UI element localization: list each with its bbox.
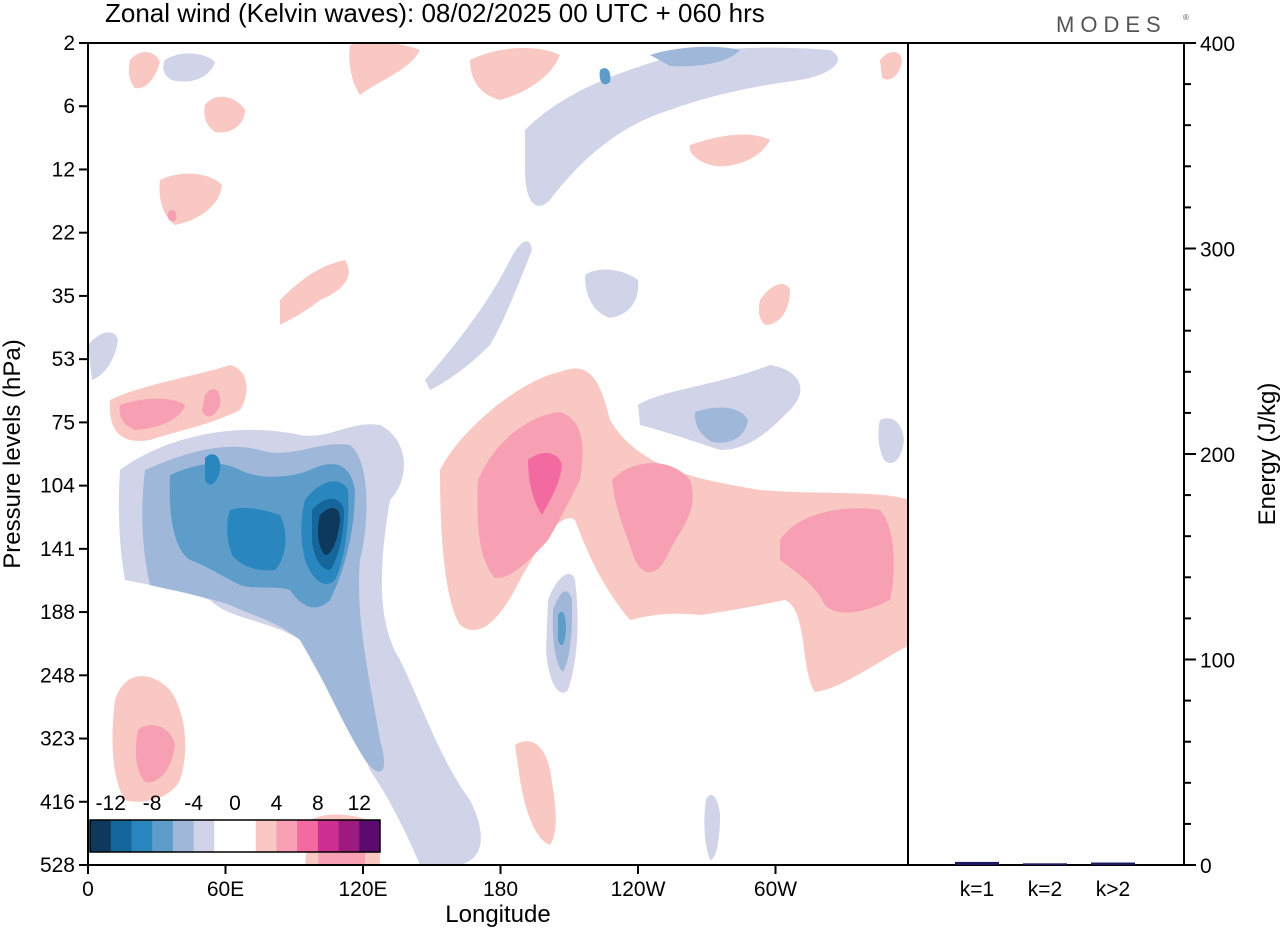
energy-axis-label: Energy (J/kg): [1254, 383, 1280, 526]
colorbar-swatch: [152, 820, 174, 852]
energy-tick-label: 0: [1200, 855, 1212, 878]
energy-category-label: k>2: [1096, 878, 1130, 901]
x-tick-label: 60W: [754, 878, 797, 901]
energy-axis: 0 100 200 300 400: [1184, 33, 1235, 878]
energy-tick-label: 100: [1200, 650, 1235, 673]
x-tick-label: 180: [483, 878, 518, 901]
energy-tick-label: 200: [1200, 444, 1235, 467]
y-tick-label: 416: [40, 791, 75, 814]
energy-panel-frame: [907, 42, 1185, 866]
y-tick-label: 53: [52, 348, 75, 371]
energy-tick-label: 300: [1200, 239, 1235, 262]
y-tick-label: 141: [40, 538, 75, 561]
y-tick-label: 323: [40, 728, 75, 751]
colorbar-swatch: [90, 820, 112, 852]
colorbar-swatch: [255, 820, 277, 852]
colorbar-label: -4: [184, 792, 203, 815]
x-tick-label: 0: [82, 878, 94, 901]
colorbar-swatch: [359, 820, 381, 852]
y-tick-label: 35: [52, 285, 75, 308]
brand-logo: MODES: [1056, 12, 1167, 37]
x-axis: 0 60E 120E 180 120W 60W: [82, 865, 797, 901]
colorbar-swatch: [214, 820, 236, 852]
contour-field: [88, 43, 908, 865]
y-tick-label: 248: [40, 664, 75, 687]
colorbar-swatch: [338, 820, 360, 852]
colorbar-frame: [89, 819, 381, 853]
energy-bar: [1091, 862, 1135, 865]
y-tick-label: 2: [63, 32, 75, 55]
energy-category-label: k=1: [960, 878, 994, 901]
colorbar-label: -12: [96, 792, 126, 815]
x-tick-label: 60E: [207, 878, 244, 901]
y-tick-label: 188: [40, 601, 75, 624]
colorbar: -12 -8 -4 0 4 8 12: [89, 792, 381, 853]
energy-bars: k=1 k=2 k>2: [955, 861, 1135, 901]
y-axis-label: Pressure levels (hPa): [0, 339, 26, 568]
colorbar-swatch: [317, 820, 340, 852]
energy-tick-label: 400: [1200, 33, 1235, 56]
y-tick-label: 6: [63, 95, 75, 118]
colorbar-label: 8: [312, 792, 324, 815]
colorbar-label: -8: [143, 792, 162, 815]
x-tick-label: 120E: [338, 878, 387, 901]
chart-title: Zonal wind (Kelvin waves): 08/02/2025 00…: [105, 0, 765, 28]
y-tick-label: 75: [52, 411, 75, 434]
y-tick-label: 104: [40, 475, 75, 498]
y-tick-label: 528: [40, 854, 75, 877]
colorbar-swatch: [131, 820, 153, 852]
y-tick-label: 12: [52, 158, 75, 181]
energy-category-label: k=2: [1028, 878, 1062, 901]
y-tick-label: 22: [52, 222, 75, 245]
colorbar-swatch: [172, 820, 195, 852]
y-axis: 2 6 12 22 35 53 75 104 141 188 248 323 416 528: [40, 32, 88, 877]
energy-bar: [955, 861, 999, 865]
x-tick-label: 120W: [611, 878, 666, 901]
colorbar-label: 4: [271, 792, 283, 815]
x-axis-label: Longitude: [445, 901, 550, 928]
colorbar-swatch: [276, 820, 298, 852]
energy-bar: [1023, 863, 1067, 865]
registered-mark: ®: [1183, 13, 1189, 22]
colorbar-label: 0: [229, 792, 241, 815]
colorbar-swatch: [110, 820, 132, 852]
colorbar-swatch: [235, 820, 257, 852]
colorbar-swatch: [297, 820, 319, 852]
colorbar-swatch: [193, 820, 215, 852]
colorbar-label: 12: [348, 792, 371, 815]
